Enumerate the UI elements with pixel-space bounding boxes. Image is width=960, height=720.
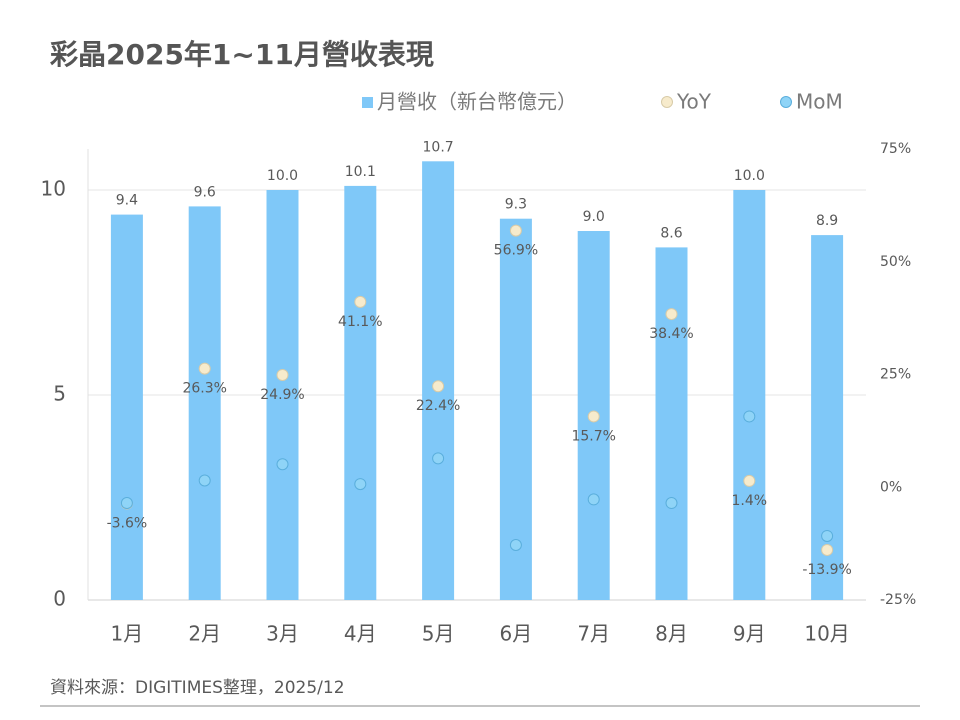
x-tick-label: 6月	[500, 622, 533, 646]
legend-label: MoM	[796, 90, 843, 114]
x-tick-label: 4月	[344, 622, 377, 646]
dot-marker	[587, 410, 600, 423]
bar-value-label: 10.0	[734, 168, 765, 184]
dot-marker	[198, 362, 211, 375]
bar	[733, 190, 766, 600]
dot-value-label: -3.6%	[107, 515, 148, 531]
y-tick-label: 0	[53, 587, 66, 611]
y-tick-label: 10	[41, 177, 66, 201]
bar	[344, 185, 377, 600]
bar	[110, 214, 143, 600]
bar	[188, 206, 221, 600]
y2-tick-label: 25%	[880, 367, 911, 383]
x-tick-label: 2月	[188, 622, 221, 646]
x-tick-label: 7月	[577, 622, 610, 646]
legend-swatch	[362, 97, 373, 108]
dot-value-label: 24.9%	[260, 387, 304, 403]
dot-marker	[587, 493, 600, 506]
dot-marker	[120, 497, 133, 510]
legend-swatch	[780, 96, 792, 108]
dot-marker	[354, 478, 367, 491]
dot-marker	[198, 474, 211, 487]
x-tick-label: 3月	[266, 622, 299, 646]
x-tick-label: 1月	[111, 622, 144, 646]
y-tick-label: 5	[53, 382, 66, 406]
bar-value-label: 9.0	[583, 209, 605, 225]
legend-swatch	[661, 96, 673, 108]
bar-value-label: 10.1	[345, 164, 376, 180]
y2-tick-label: 0%	[880, 479, 902, 495]
y2-tick-label: -25%	[880, 592, 916, 608]
dot-value-label: 26.3%	[182, 381, 226, 397]
dot-marker	[821, 543, 834, 556]
dot-value-label: 15.7%	[571, 428, 615, 444]
dot-marker	[743, 474, 756, 487]
dot-value-label: 1.4%	[732, 493, 768, 509]
dot-value-label: 22.4%	[416, 398, 460, 414]
y2-tick-label: 50%	[880, 254, 911, 270]
legend-label: YoY	[676, 90, 712, 114]
dot-value-label: 41.1%	[338, 314, 382, 330]
dot-marker	[509, 224, 522, 237]
bar-value-label: 8.9	[816, 213, 838, 229]
bar-value-label: 9.4	[116, 193, 138, 209]
source-note: 資料來源：DIGITIMES整理，2025/12	[50, 678, 345, 698]
bar-value-label: 10.0	[267, 168, 298, 184]
bar	[499, 218, 532, 600]
y2-tick-label: 75%	[880, 141, 911, 157]
dot-marker	[743, 410, 756, 423]
dot-marker	[276, 368, 289, 381]
x-tick-label: 8月	[655, 622, 688, 646]
x-tick-label: 10月	[804, 622, 849, 646]
dot-value-label: -13.9%	[802, 562, 852, 578]
dot-marker	[432, 452, 445, 465]
dot-marker	[665, 308, 678, 321]
x-tick-label: 9月	[733, 622, 766, 646]
dot-marker	[509, 538, 522, 551]
bar	[266, 190, 299, 600]
bar-value-label: 9.3	[505, 197, 527, 213]
dot-marker	[665, 497, 678, 510]
legend-label: 月營收（新台幣億元）	[377, 90, 577, 114]
dot-value-label: 38.4%	[649, 326, 693, 342]
bar-value-label: 8.6	[660, 225, 682, 241]
dot-marker	[821, 529, 834, 542]
x-tick-label: 5月	[422, 622, 455, 646]
bar-value-label: 10.7	[423, 139, 454, 155]
dot-marker	[432, 380, 445, 393]
bar	[655, 247, 688, 600]
dot-marker	[354, 295, 367, 308]
dot-value-label: 56.9%	[494, 243, 538, 259]
dot-marker	[276, 458, 289, 471]
chart-title: 彩晶2025年1~11月營收表現	[50, 38, 434, 71]
bar-value-label: 9.6	[194, 184, 216, 200]
